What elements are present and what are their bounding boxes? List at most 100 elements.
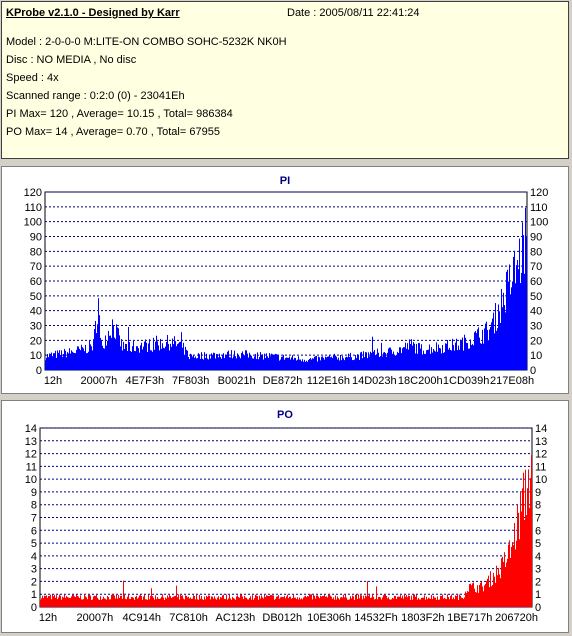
pi-bar [312,358,313,370]
po-bar [330,595,331,607]
po-bar [43,598,44,607]
po-bar [237,595,238,607]
po-bar [506,562,507,607]
po-bar [228,598,229,607]
pi-bar [450,349,451,370]
po-bar [249,597,250,607]
po-bar [229,594,230,607]
pi-bar [365,352,366,370]
po-bar [408,595,409,607]
pi-bar [403,347,404,370]
po-bar [309,594,310,607]
pi-bar [374,349,375,370]
pi-bar [488,340,489,370]
po-bar [279,598,280,607]
po-bar [319,598,320,607]
po-bar [352,595,353,607]
pi-bar [388,348,389,370]
pi-bar [285,357,286,370]
pi-bar [99,315,100,370]
po-bar [147,599,148,607]
pi-bar [206,353,207,370]
pi-bar [359,359,360,370]
po-bar [83,599,84,607]
pi-bar [329,355,330,370]
pi-bar [84,351,85,370]
pi-bar [326,357,327,370]
po-bar [173,596,174,607]
pi-bar [428,349,429,370]
pi-bar [177,344,178,370]
po-bar [471,585,472,607]
po-bar [479,584,480,607]
po-bar [197,599,198,607]
pi-bar [434,350,435,370]
pi-bar [250,355,251,370]
po-bar [466,593,467,607]
po-bar [227,599,228,607]
pi-bar [265,357,266,370]
pi-bar [154,349,155,370]
pi-bar [519,238,520,370]
po-bar [412,599,413,607]
pi-bar [128,327,129,370]
po-bar [370,597,371,607]
pi-bar [381,342,382,370]
po-bar [460,595,461,607]
pi-bar [487,329,488,370]
pi-bar [147,352,148,370]
pi-bar [259,356,260,370]
po-bar [514,523,515,607]
pi-bar [274,354,275,370]
po-xtick: 10E306h [307,612,351,624]
pi-bar [452,338,453,370]
pi-bar [509,264,510,370]
pi-bar [453,345,454,370]
po-bar [278,594,279,607]
pi-bar [457,350,458,370]
pi-bar [161,348,162,370]
pi-bar [82,347,83,370]
po-bar [385,594,386,607]
po-bar [345,594,346,607]
pi-bar [385,353,386,370]
pi-bar [58,352,59,370]
po-bar [498,568,499,607]
po-bar [154,599,155,607]
pi-ytick-right: 100 [530,217,548,229]
info-panel: KProbe v2.1.0 - Designed by Karr Date : … [1,1,569,159]
pi-bar [158,345,159,370]
pi-bar [299,359,300,370]
pi-bar [279,360,280,370]
pi-bar [73,352,74,370]
pi-bar [47,354,48,370]
pi-xtick: 4E7F3h [126,375,165,387]
po-bar [450,596,451,607]
pi-bar [360,352,361,370]
pi-bar [294,357,295,370]
po-bar [480,582,481,607]
po-ytick-left: 13 [25,436,37,448]
po-bar [477,585,478,607]
po-bar [394,595,395,607]
pi-bar [142,349,143,370]
po-bar [524,520,525,607]
po-bar [138,597,139,607]
po-bar [443,598,444,607]
po-bar [354,599,355,607]
po-xtick: 4C914h [122,612,161,624]
pi-bar [290,359,291,370]
po-bar [102,598,103,607]
pi-bar [50,353,51,370]
po-bar [461,597,462,607]
po-bar [74,596,75,607]
pi-bar [348,353,349,370]
pi-bar [212,354,213,370]
pi-bar [107,340,108,370]
pi-xtick: B0021h [218,375,256,387]
po-bar [112,594,113,607]
pi-bar [422,354,423,370]
pi-bar [437,351,438,370]
pi-ytick-left: 70 [30,261,42,273]
pi-bar [225,354,226,370]
